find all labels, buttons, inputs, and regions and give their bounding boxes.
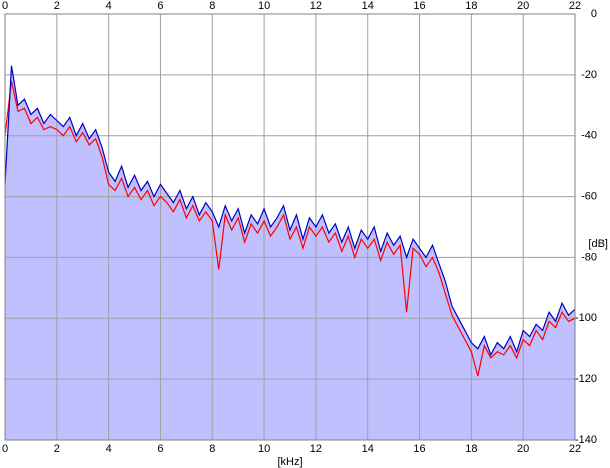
x-tick-label: 16 <box>413 443 425 455</box>
y-tick-label: -140 <box>575 434 597 446</box>
x-tick-label-top: 10 <box>258 0 270 12</box>
x-tick-label-top: 4 <box>106 0 112 12</box>
y-tick-label: -80 <box>581 251 597 263</box>
x-tick-label-top: 22 <box>569 0 581 12</box>
area <box>5 65 575 440</box>
x-tick-label: 20 <box>517 443 529 455</box>
y-axis-label: [dB] <box>588 238 608 250</box>
x-tick-label-top: 16 <box>413 0 425 12</box>
y-tick-label: -20 <box>581 69 597 81</box>
x-tick-label-top: 18 <box>465 0 477 12</box>
y-tick-label: -60 <box>581 190 597 202</box>
x-tick-label: 22 <box>569 443 581 455</box>
y-tick-label: 0 <box>591 8 597 20</box>
x-tick-label-top: 6 <box>157 0 163 12</box>
y-tick-label: -120 <box>575 373 597 385</box>
x-tick-label-top: 8 <box>209 0 215 12</box>
x-tick-label-top: 2 <box>54 0 60 12</box>
y-tick-label: -100 <box>575 312 597 324</box>
x-tick-label-top: 12 <box>310 0 322 12</box>
plot-border <box>4 13 576 441</box>
x-tick-label-top: 0 <box>2 0 8 12</box>
series-line <box>4 80 576 377</box>
x-tick-label-top: 20 <box>517 0 529 12</box>
x-tick-label: 10 <box>258 443 270 455</box>
x-tick-label: 8 <box>209 443 215 455</box>
x-tick-label: 14 <box>362 443 374 455</box>
x-tick-label-top: 14 <box>362 0 374 12</box>
x-tick-label: 4 <box>106 443 112 455</box>
x-tick-label: 18 <box>465 443 477 455</box>
x-tick-label: 2 <box>54 443 60 455</box>
x-tick-label: 6 <box>157 443 163 455</box>
x-axis-label: [kHz] <box>277 456 302 468</box>
y-tick-label: -40 <box>581 130 597 142</box>
x-tick-label: 0 <box>2 443 8 455</box>
x-tick-label: 12 <box>310 443 322 455</box>
series-line <box>4 65 576 357</box>
